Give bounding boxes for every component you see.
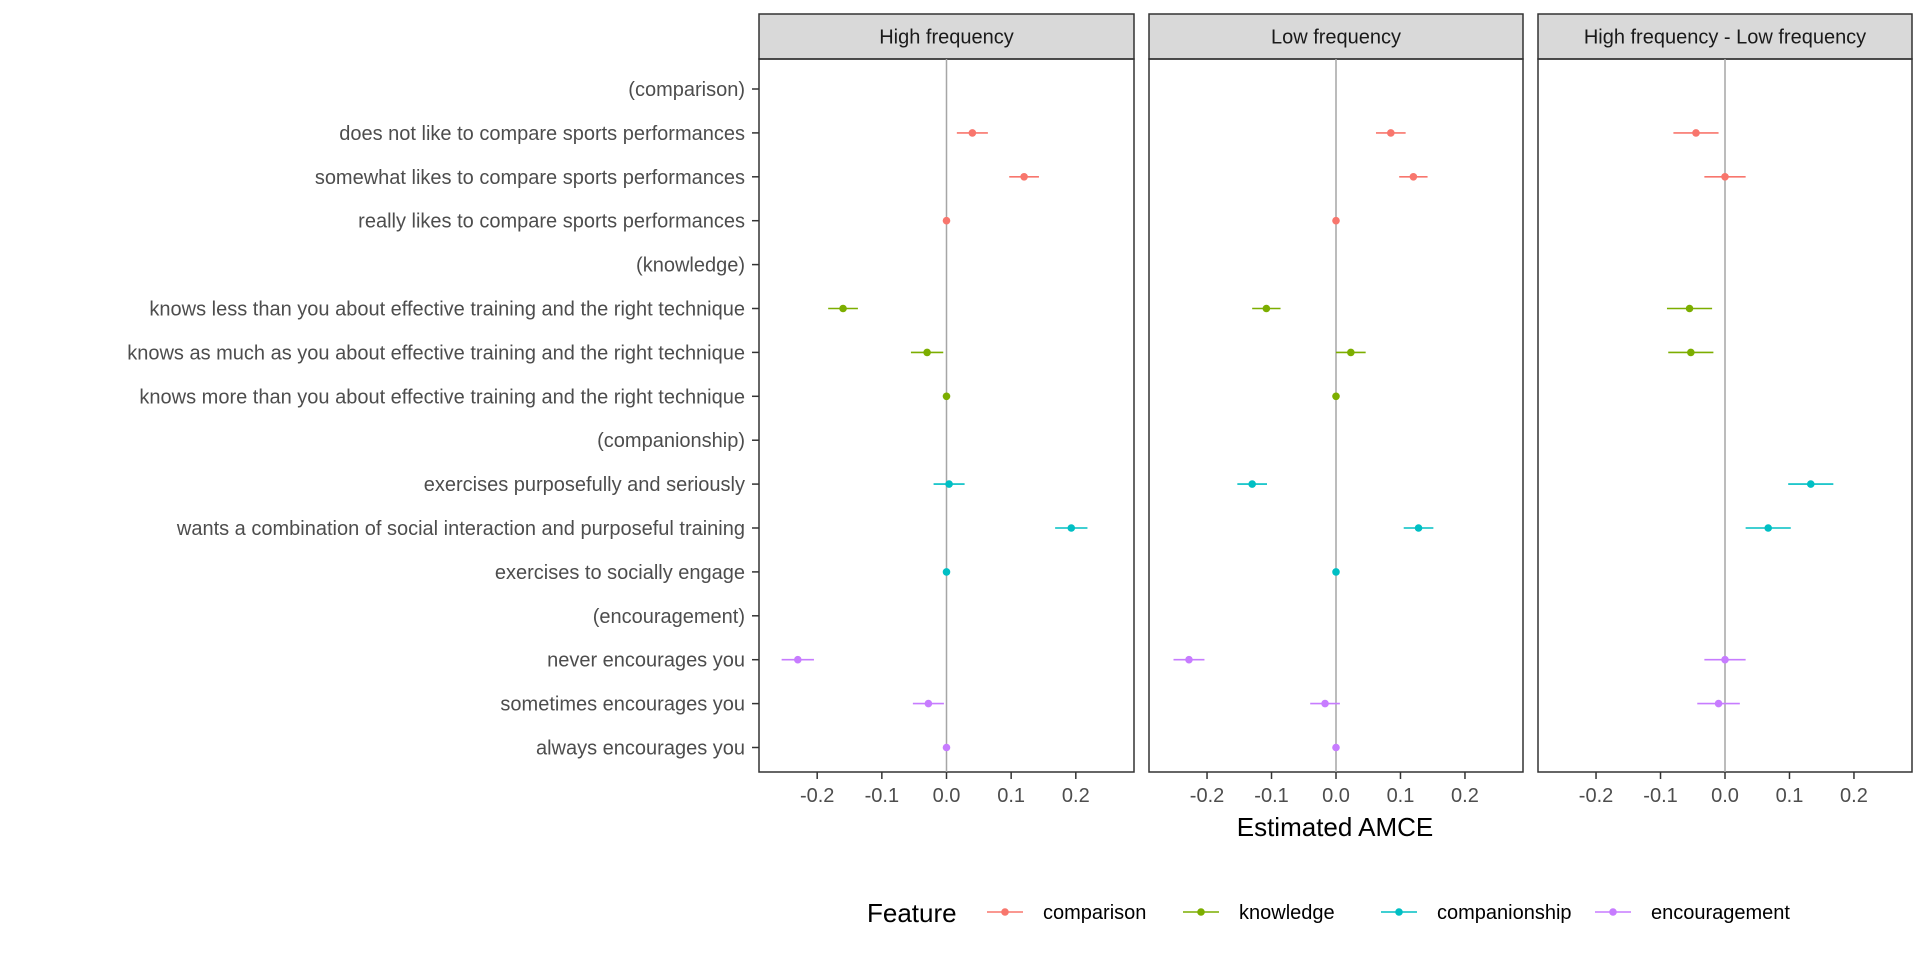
legend: Feature comparison knowledge companionship e…	[867, 898, 1790, 928]
data-point	[1262, 304, 1271, 313]
y-tick-label: sometimes encourages you	[500, 694, 745, 716]
legend-key-point	[1197, 908, 1205, 916]
y-tick-label: does not like to compare sports performa…	[339, 123, 745, 145]
data-point	[945, 480, 953, 488]
legend-key-point	[1395, 908, 1403, 916]
y-tick-label: knows as much as you about effective tra…	[127, 342, 745, 364]
data-point	[942, 568, 951, 576]
facet-title: High frequency	[879, 27, 1014, 49]
data-point	[968, 129, 977, 137]
y-tick-label: really likes to compare sports performan…	[358, 211, 745, 233]
legend-title: Feature	[867, 898, 957, 928]
data-point	[1020, 173, 1028, 181]
data-point	[1387, 129, 1395, 137]
x-tick-label: 0.2	[1451, 785, 1479, 807]
data-point	[839, 304, 847, 313]
data-point	[1764, 524, 1773, 532]
y-tick-label: exercises purposefully and seriously	[424, 474, 745, 496]
data-point	[942, 743, 951, 752]
data-point	[942, 216, 951, 225]
data-point	[924, 699, 933, 708]
x-tick-label: 0.1	[1776, 785, 1804, 807]
data-point	[923, 348, 931, 357]
data-point	[1687, 348, 1695, 357]
y-tick-label: (comparison)	[628, 79, 745, 101]
y-tick-label: always encourages you	[536, 738, 745, 760]
facet-panel: Low frequency -0.2 -0.1 0.0 0.1 0.2	[1148, 13, 1524, 807]
facet-title: Low frequency	[1271, 27, 1401, 49]
data-point	[1347, 348, 1355, 357]
data-point	[1332, 743, 1340, 752]
facet-strip	[1537, 13, 1913, 60]
facet-panel: High frequency - Low frequency -0.2 -0.1 0.…	[1537, 13, 1913, 807]
data-point	[1185, 655, 1193, 664]
data-point	[1248, 480, 1256, 488]
x-tick-label: -0.2	[1190, 785, 1224, 807]
data-point	[1685, 304, 1694, 313]
legend-label: encouragement	[1651, 902, 1790, 924]
x-tick-label: 0.0	[933, 785, 961, 807]
x-tick-label: -0.2	[800, 785, 834, 807]
x-tick-label: 0.2	[1840, 785, 1868, 807]
y-tick-label: exercises to socially engage	[495, 562, 745, 584]
y-tick-label: knows less than you about effective trai…	[149, 299, 745, 321]
data-point	[1692, 129, 1700, 137]
legend-key-point	[1609, 908, 1617, 916]
data-point	[1721, 655, 1729, 664]
y-tick-label: never encourages you	[547, 650, 745, 672]
data-point	[1414, 524, 1423, 532]
data-point	[942, 392, 951, 401]
y-tick-label: somewhat likes to compare sports perform…	[315, 167, 745, 189]
legend-label: companionship	[1437, 902, 1572, 924]
data-point	[1721, 173, 1729, 181]
x-tick-label: -0.1	[865, 785, 899, 807]
x-tick-label: -0.1	[1254, 785, 1288, 807]
legend-label: comparison	[1043, 902, 1146, 924]
facet-strip	[758, 13, 1135, 60]
x-tick-label: -0.1	[1643, 785, 1677, 807]
data-point	[1332, 216, 1340, 225]
data-point	[1332, 568, 1340, 576]
facet-title: High frequency - Low frequency	[1584, 27, 1866, 49]
x-tick-label: 0.0	[1322, 785, 1350, 807]
y-tick-label: (encouragement)	[593, 606, 745, 628]
x-tick-label: 0.1	[1387, 785, 1415, 807]
data-point	[1067, 524, 1076, 532]
y-tick-label: knows more than you about effective trai…	[139, 386, 745, 408]
data-point	[1332, 392, 1340, 401]
x-axis-title: Estimated AMCE	[1237, 812, 1434, 842]
facet-panel: High frequency -0.2 -0.1 0.0 0.1 0.2	[758, 13, 1135, 807]
legend-key-point	[1001, 908, 1009, 916]
y-tick-label: wants a combination of social interactio…	[176, 518, 745, 540]
x-tick-label: -0.2	[1579, 785, 1613, 807]
y-tick-label: (companionship)	[597, 430, 745, 452]
legend-label: knowledge	[1239, 902, 1335, 924]
facet-strip	[1148, 13, 1524, 60]
data-point	[793, 655, 802, 664]
data-point	[1321, 699, 1329, 708]
x-tick-label: 0.0	[1711, 785, 1739, 807]
x-tick-label: 0.2	[1062, 785, 1090, 807]
x-tick-label: 0.1	[997, 785, 1025, 807]
y-tick-label: (knowledge)	[636, 255, 745, 277]
y-axis: (comparison) does not like to compare spo…	[127, 79, 759, 760]
data-point	[1806, 480, 1815, 488]
data-point	[1409, 173, 1418, 181]
data-point	[1714, 699, 1723, 708]
